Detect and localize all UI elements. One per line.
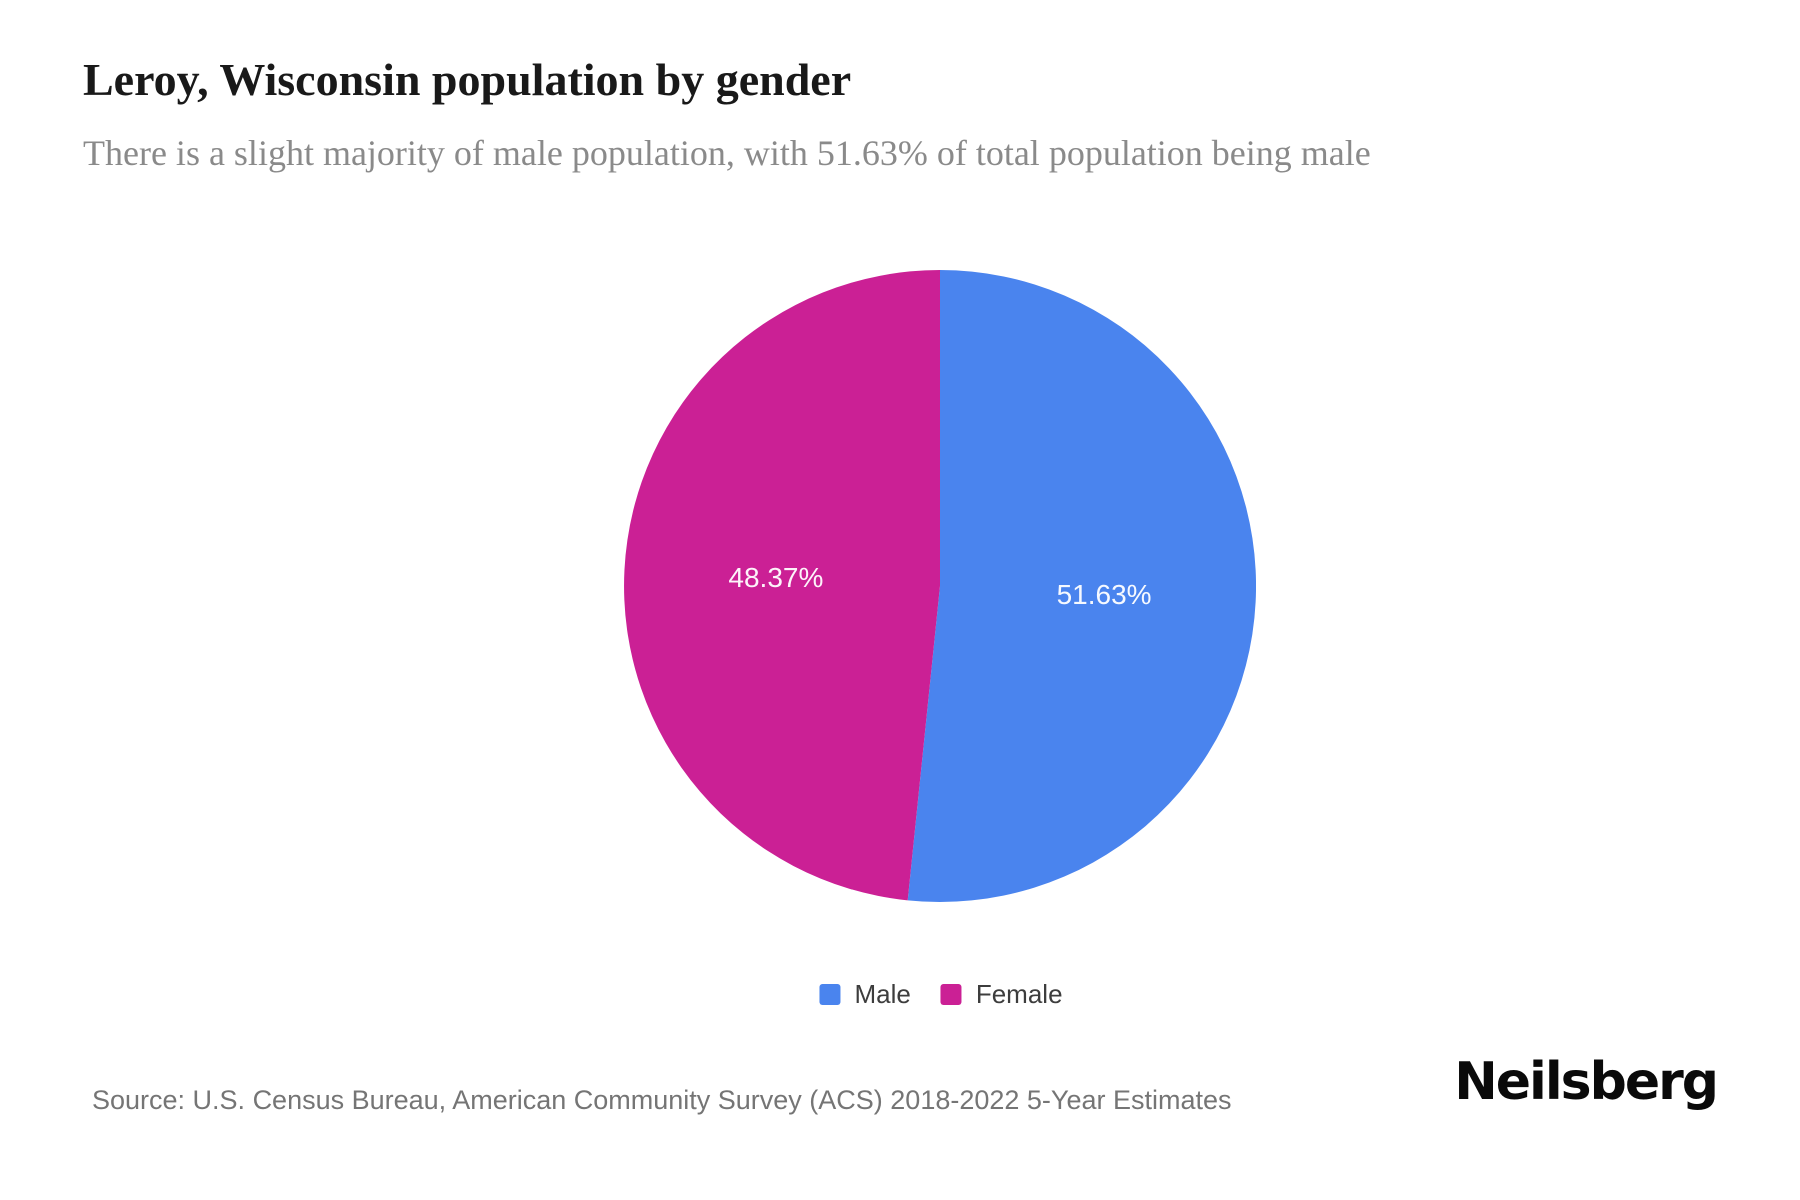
male-swatch-icon (819, 983, 841, 1005)
pie-slice-value-label: 48.37% (728, 562, 823, 593)
legend: Male Female (819, 979, 1063, 1009)
pie-slice-female[interactable] (624, 270, 940, 901)
legend-item-female[interactable]: Female (940, 979, 1063, 1009)
pie-slice-value-label: 51.63% (1057, 579, 1152, 610)
legend-item-male[interactable]: Male (819, 979, 911, 1009)
page-subtitle: There is a slight majority of male popul… (83, 133, 1371, 173)
source-note: Source: U.S. Census Bureau, American Com… (92, 1085, 1232, 1115)
legend-label-male: Male (854, 979, 911, 1009)
pie-slice-male[interactable] (907, 270, 1256, 902)
page-title: Leroy, Wisconsin population by gender (83, 54, 852, 105)
pie-chart[interactable]: 51.63% 48.37% (624, 270, 1256, 902)
neilsberg-logo: Neilsberg (1454, 1052, 1719, 1112)
legend-label-female: Female (975, 979, 1063, 1009)
female-swatch-icon (940, 983, 962, 1005)
